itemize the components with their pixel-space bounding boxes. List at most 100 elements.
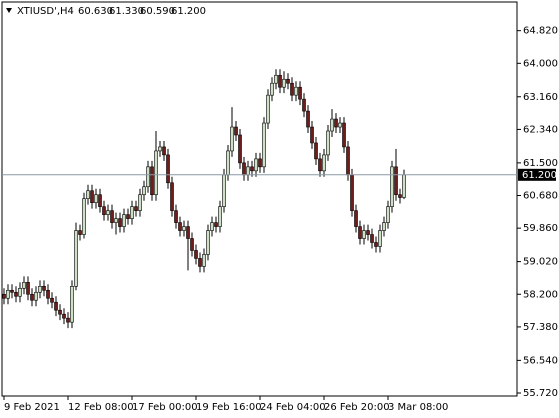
candle-body [318,158,322,172]
candle-body [266,94,270,124]
candle-body [350,174,354,211]
candle-body [278,74,282,88]
candle-body [102,206,106,215]
candle-body [374,242,378,247]
candle-body [122,214,126,227]
candle-body [290,82,294,96]
candle-body [154,150,158,196]
candle-body [146,166,150,188]
x-tick-label: 3 Mar 08:00 [388,402,448,413]
candle-body [398,194,402,198]
candle-body [130,206,134,219]
candle-body [162,146,166,156]
candle-body [366,230,370,235]
plot-frame [1,1,518,397]
candle-body [178,222,182,231]
candle-body [78,230,82,235]
candle-body [258,158,262,168]
candle-body [246,166,250,176]
symbol: XTIUSD',H4 [17,6,74,17]
price-label: 61.200 [522,170,557,181]
y-tick-label: 64.000 [523,58,558,69]
candle-body [254,158,258,172]
candle-body [306,110,310,128]
candle-body [394,166,398,196]
y-tick-label: 61.500 [523,158,558,169]
candle-body [46,289,50,299]
candle-body [114,218,118,223]
candle-body [338,122,342,128]
candle-body [214,222,218,227]
candle-body [14,291,18,297]
y-tick-label: 64.820 [523,26,558,37]
candle-body [118,218,122,227]
candle-body [274,74,278,84]
header-value: 60.590 [140,6,175,17]
candle-body [294,86,298,96]
candle-body [22,282,26,289]
candle-body [110,210,114,223]
candle-body [158,146,162,152]
candle-body [126,214,130,219]
candle-body [18,287,22,297]
candle-body [190,238,194,251]
candle-body [94,194,98,203]
candle-body [134,206,138,211]
candle-body [234,126,238,136]
candle-body [282,78,286,88]
candle-body [50,297,54,303]
candle-body [362,230,366,239]
x-tick-label: 19 Feb 16:00 [196,402,262,413]
candle-body [186,226,190,239]
x-tick-label: 26 Feb 20:00 [324,402,390,413]
candle-body [202,254,206,267]
y-tick-label: 58.200 [523,289,558,300]
candle-body [230,126,234,152]
candle-body [58,309,62,315]
candle-body [250,166,254,172]
candle-body [302,98,306,112]
candle-body [326,130,330,156]
candle-body [270,82,274,96]
candle-body [10,289,14,293]
header-value: 60.630 [78,6,113,17]
candle-body [138,194,142,211]
y-tick-label: 63.160 [523,92,558,103]
candle-body [222,174,226,207]
candle-body [90,190,94,203]
candle-body [238,134,242,164]
candle-body [206,230,210,255]
candle-body [34,291,38,301]
candle-body [98,194,102,207]
candle-body [354,210,358,227]
candle-body [106,210,110,215]
candle-body [226,150,230,176]
header-value: 61.330 [109,6,144,17]
candle-body [342,122,346,148]
candle-body [210,222,214,231]
candle-body [198,258,202,267]
candle-body [66,317,70,323]
candle-body [142,186,146,196]
candle-body [382,222,386,231]
candle-body [390,166,394,207]
candle-body [242,162,246,176]
x-tick-label: 9 Feb 2021 [4,402,60,413]
candle-body [386,206,390,223]
candle-body [346,146,350,176]
candle-body [298,86,302,100]
candle-body [166,154,170,184]
candle-body [378,230,382,247]
y-tick-label: 59.860 [523,223,558,234]
candle-body [174,210,178,223]
symbol-arrow [6,8,12,13]
candle-body [42,286,46,291]
header-value: 61.200 [171,6,206,17]
candle-body [86,190,90,200]
candle-body [314,142,318,160]
candle-body [262,122,266,168]
candle-body [2,293,6,299]
y-tick-label: 60.680 [523,191,558,202]
candle-body [286,78,290,84]
